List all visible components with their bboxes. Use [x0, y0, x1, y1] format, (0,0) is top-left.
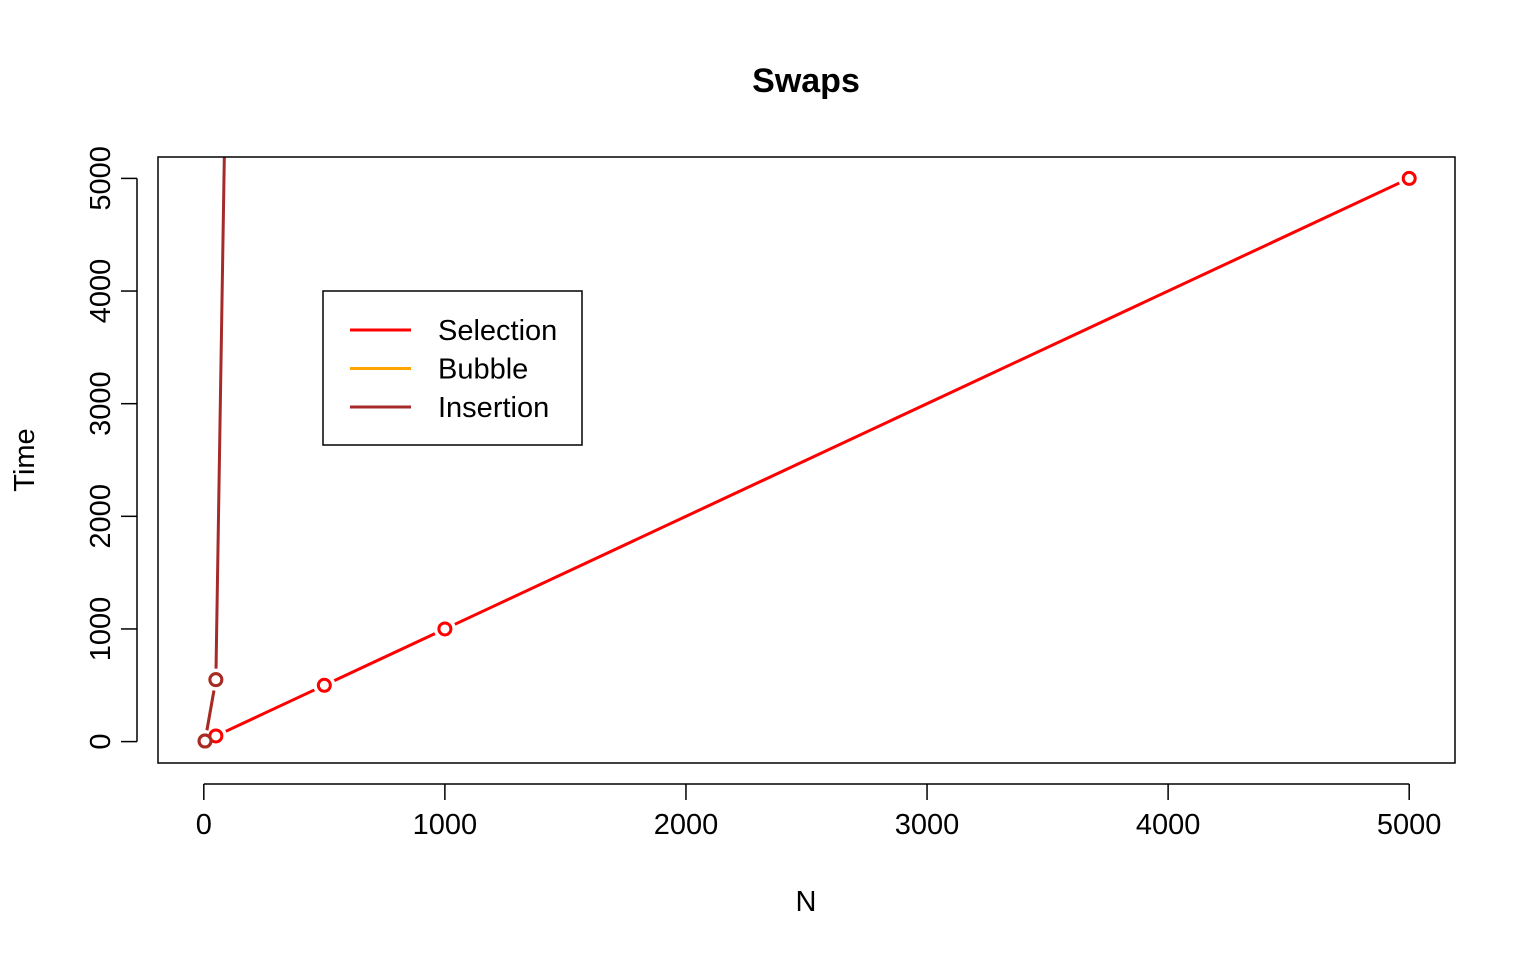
x-axis: 0 1000 2000 3000 4000 5000 — [196, 783, 1442, 841]
series-segment — [454, 181, 1400, 626]
legend-label: Bubble — [438, 354, 528, 386]
y-axis: 0 1000 2000 3000 4000 5000 — [85, 146, 138, 750]
y-tick-label: 0 — [85, 734, 117, 750]
x-tick-label: 4000 — [1136, 809, 1201, 841]
y-axis-title: Time — [9, 428, 41, 491]
data-point — [316, 677, 332, 693]
y-tick-label: 3000 — [85, 371, 117, 436]
y-tick-label: 5000 — [85, 146, 117, 211]
y-tick-label: 1000 — [85, 597, 117, 662]
data-point — [1401, 170, 1417, 186]
series-segment — [225, 688, 316, 733]
x-axis-title: N — [796, 886, 817, 918]
series-segment — [205, 690, 216, 731]
legend: Selection Bubble Insertion — [322, 290, 583, 446]
data-point — [208, 672, 224, 688]
series-segment — [214, 157, 226, 669]
legend-label: Insertion — [438, 392, 549, 424]
x-tick-label: 0 — [196, 809, 212, 841]
x-tick-label: 3000 — [895, 809, 960, 841]
x-tick-label: 1000 — [413, 809, 478, 841]
series-layer — [197, 157, 1417, 749]
data-point — [437, 621, 453, 637]
chart-title: Swaps — [752, 62, 860, 100]
series-insertion — [197, 157, 226, 749]
x-tick-label: 2000 — [654, 809, 719, 841]
legend-label: Selection — [438, 315, 557, 347]
series-selection — [197, 170, 1417, 749]
y-tick-label: 2000 — [85, 484, 117, 549]
x-tick-label: 5000 — [1377, 809, 1442, 841]
plot-frame — [157, 156, 1456, 764]
y-tick-label: 4000 — [85, 259, 117, 324]
data-point — [197, 733, 213, 749]
series-segment — [333, 632, 436, 682]
